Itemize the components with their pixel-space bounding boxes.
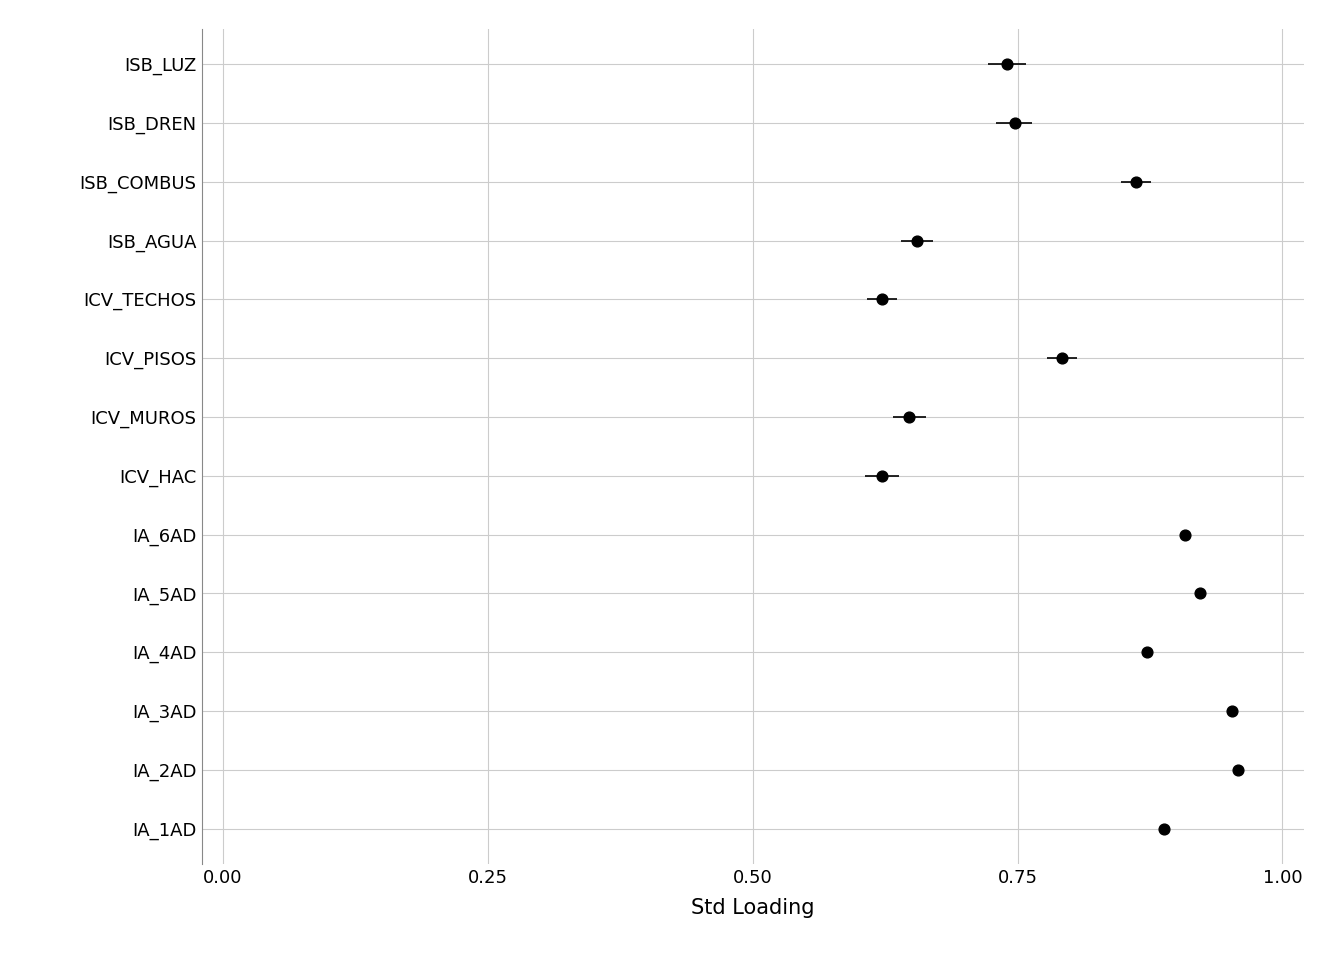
- Point: [1220, 704, 1242, 719]
- Point: [899, 409, 921, 424]
- Point: [1005, 115, 1027, 131]
- Point: [1136, 644, 1157, 660]
- Point: [1227, 762, 1249, 778]
- Point: [1153, 821, 1175, 836]
- Point: [871, 468, 892, 484]
- Point: [871, 292, 892, 307]
- Point: [1189, 586, 1211, 601]
- X-axis label: Std Loading: Std Loading: [691, 898, 814, 918]
- Point: [996, 57, 1017, 72]
- Point: [1051, 350, 1073, 366]
- Point: [906, 233, 927, 249]
- Point: [1175, 527, 1196, 542]
- Point: [1125, 174, 1146, 189]
